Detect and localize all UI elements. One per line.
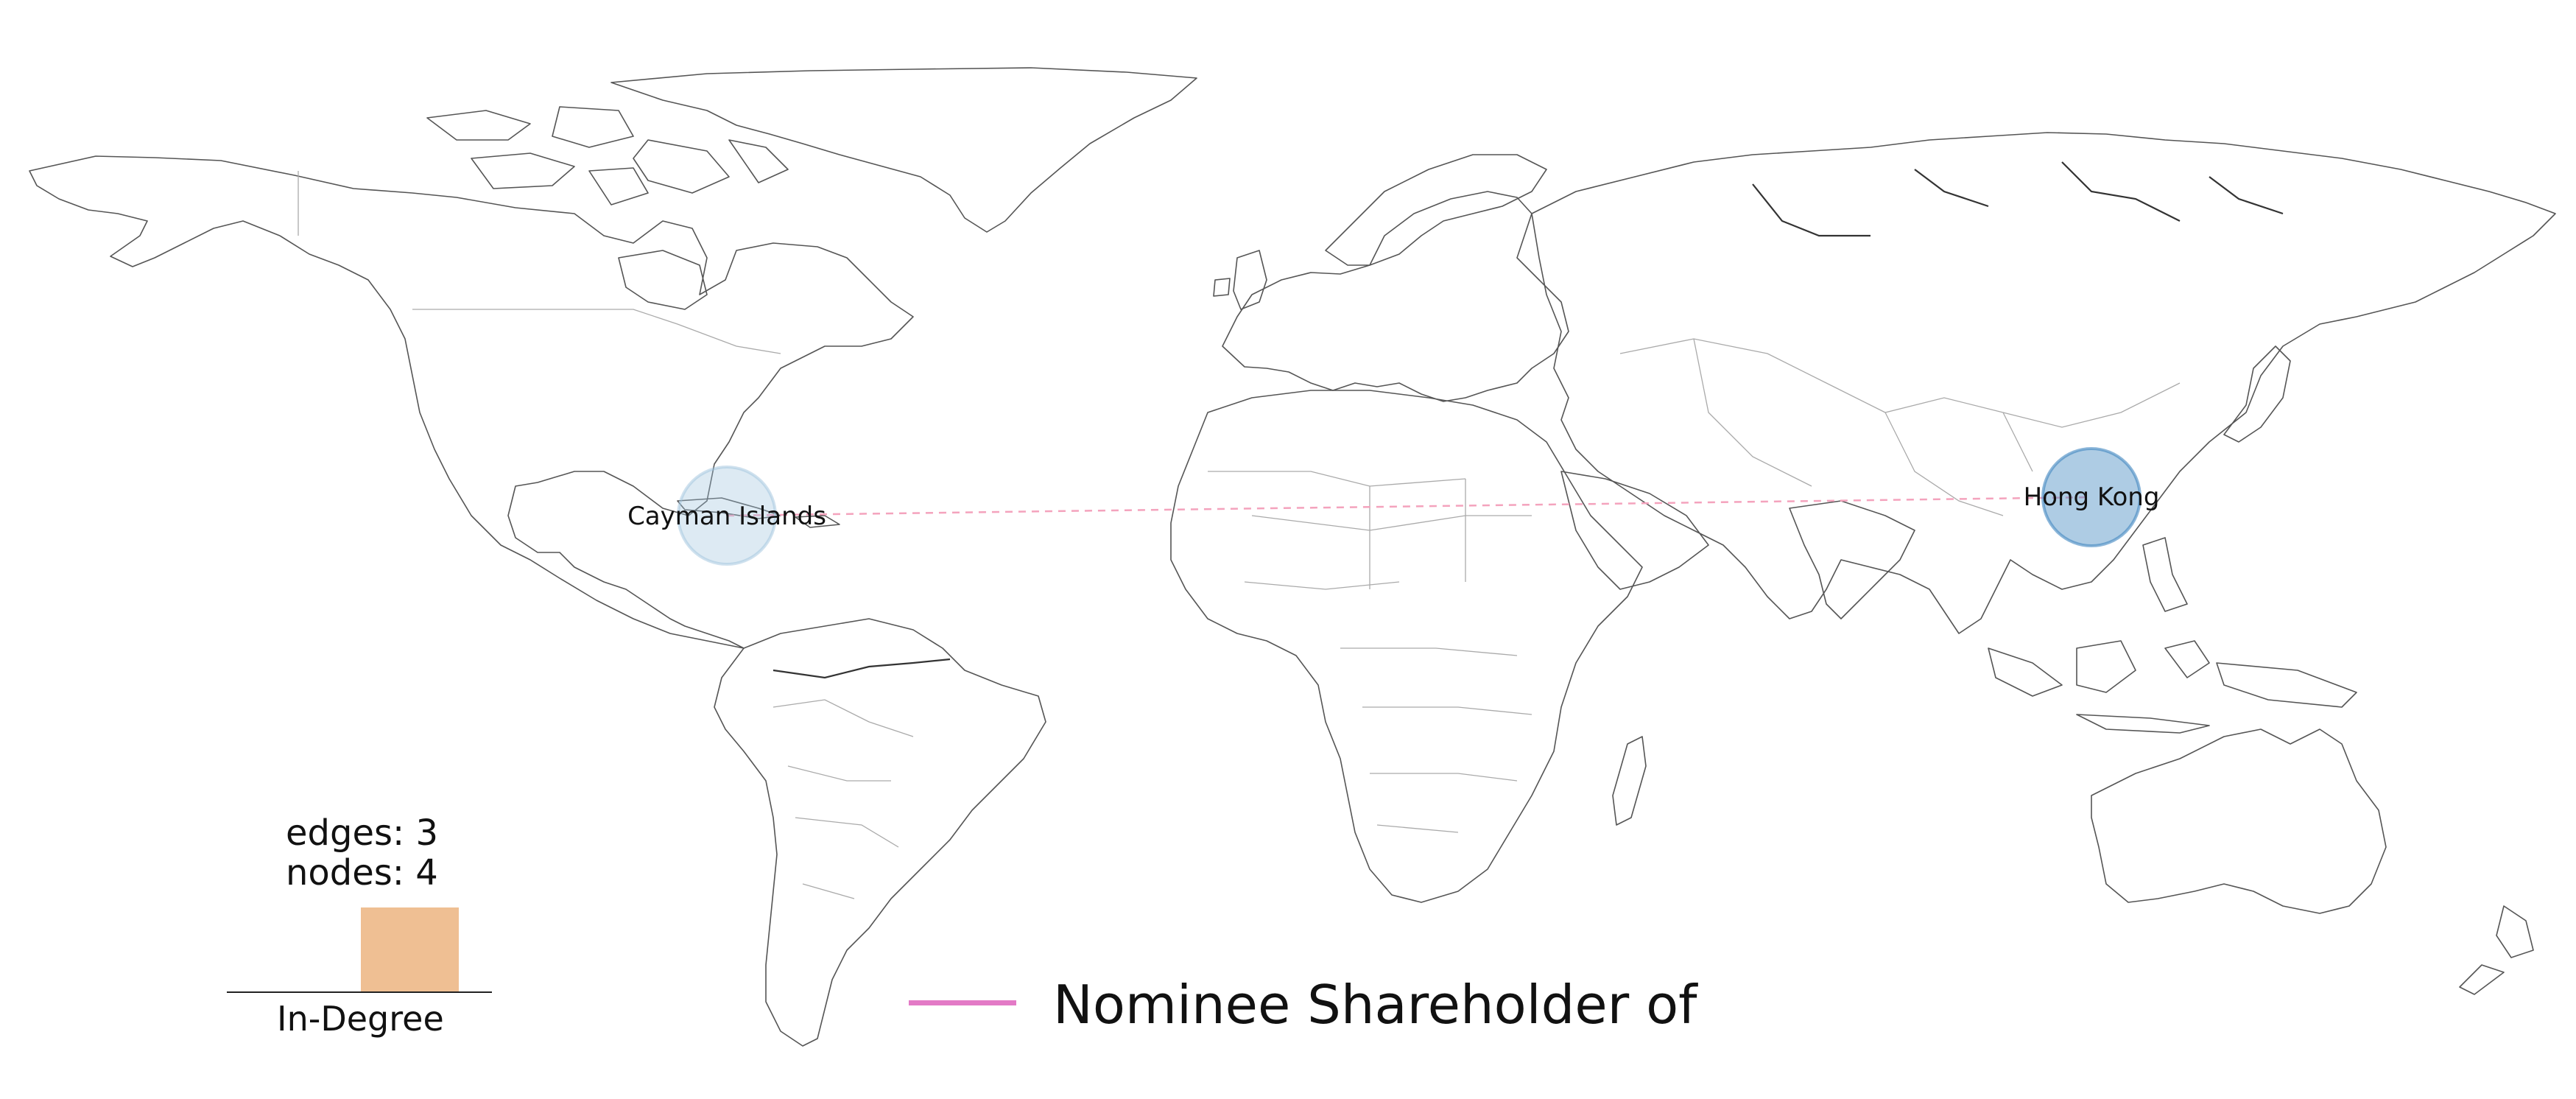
greenland-coast [610, 67, 1197, 233]
asia-coast [1531, 132, 2556, 634]
australia-coast [2091, 728, 2387, 914]
new-zealand-coast [2459, 905, 2534, 995]
indonesia-coast [1988, 640, 2357, 734]
graph-stats: edges: 3 nodes: 4 [286, 813, 438, 893]
north-america-coast [29, 155, 914, 649]
node-label-cayman-islands: Cayman Islands [627, 502, 826, 531]
south-america-borders [773, 699, 914, 899]
node-hong-kong[interactable] [2041, 447, 2142, 547]
amazon-river [773, 658, 951, 679]
hudson-bay-coast [618, 250, 708, 310]
south-america-coast [714, 618, 1046, 1047]
japan-coast [2223, 345, 2291, 443]
europe-coast [1222, 191, 1569, 402]
africa-borders [1208, 471, 1532, 833]
node-cayman-islands[interactable] [677, 466, 777, 566]
nodes-count: nodes: 4 [286, 852, 438, 893]
madagascar-coast [1612, 736, 1647, 826]
arctic-islands-coast [426, 106, 789, 206]
india-coast [1789, 500, 1915, 619]
arabia-coast [1560, 471, 1709, 590]
cuba-coast [677, 497, 781, 519]
africa-coast [1170, 390, 1643, 903]
in-degree-bar [361, 907, 459, 991]
node-label-hong-kong: Hong Kong [2024, 482, 2160, 512]
legend-line-swatch [909, 1000, 1016, 1005]
british-isles-coast [1213, 250, 1267, 310]
in-degree-label: In-Degree [277, 999, 444, 1039]
edge-cayman-hongkong [726, 496, 2092, 517]
asia-borders [1619, 338, 2181, 516]
hispaniola-coast [795, 515, 840, 528]
edges-count: edges: 3 [286, 812, 438, 854]
in-degree-axis [227, 991, 492, 993]
siberia-rivers [1752, 161, 2284, 237]
scandinavia-coast [1325, 154, 1547, 266]
philippines-coast [2142, 537, 2188, 612]
legend-label: Nominee Shareholder of [1053, 974, 1697, 1036]
us-canada-border [412, 309, 781, 354]
